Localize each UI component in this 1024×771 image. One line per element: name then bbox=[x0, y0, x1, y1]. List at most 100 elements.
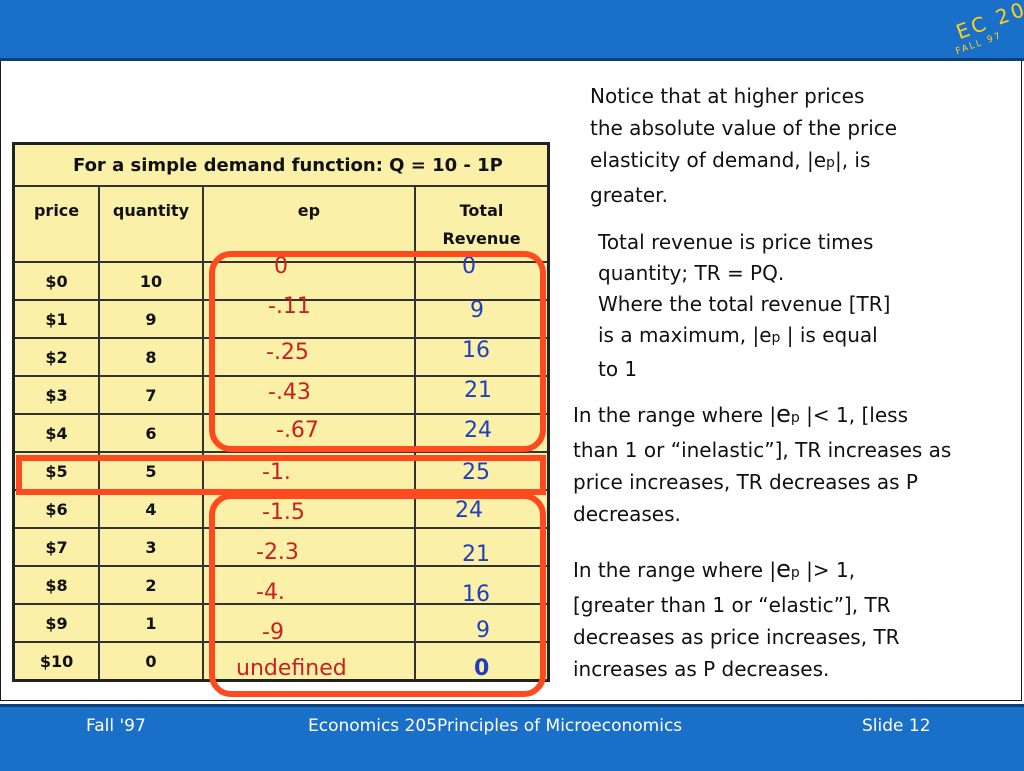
note-inelastic: In the range where |ep |< 1, [less than … bbox=[573, 398, 951, 530]
ep-value: -.25 bbox=[266, 340, 309, 365]
header-revenue-line2: Revenue bbox=[442, 229, 521, 248]
total-revenue-value: 9 bbox=[470, 298, 484, 323]
price-cell: $10 bbox=[12, 641, 101, 682]
ep-value: -1. bbox=[262, 460, 291, 485]
quantity-cell: 0 bbox=[98, 641, 204, 682]
revenue-cell bbox=[414, 641, 550, 682]
header-ep: ep bbox=[201, 185, 417, 263]
total-revenue-value: 21 bbox=[464, 378, 492, 403]
note-text: In the range where bbox=[573, 558, 770, 582]
total-revenue-value: 0 bbox=[474, 656, 490, 681]
abs-bar-icon: | bbox=[806, 558, 813, 582]
price-cell: $0 bbox=[12, 261, 101, 301]
price-cell: $4 bbox=[12, 413, 101, 453]
abs-bar-icon: | bbox=[769, 558, 777, 582]
note-line: decreases as price increases, TR bbox=[573, 625, 900, 649]
ep-cell bbox=[201, 375, 417, 415]
quantity-cell: 7 bbox=[98, 375, 204, 415]
ep-subscript: p bbox=[790, 410, 800, 426]
quantity-cell: 2 bbox=[98, 565, 204, 605]
abs-bar-icon: | bbox=[786, 323, 794, 347]
quantity-cell: 4 bbox=[98, 489, 204, 529]
revenue-cell bbox=[414, 299, 550, 339]
note-text: is a maximum, bbox=[598, 323, 753, 347]
note-total-revenue: Total revenue is price times quantity; T… bbox=[598, 227, 890, 385]
price-cell: $6 bbox=[12, 489, 101, 529]
note-line: greater. bbox=[590, 183, 668, 207]
ep-value: -.43 bbox=[268, 380, 311, 405]
quantity-cell: 9 bbox=[98, 299, 204, 339]
table-row: $7 3 bbox=[12, 527, 550, 567]
header-revenue-line1: Total bbox=[459, 201, 504, 220]
header-price: price bbox=[12, 185, 101, 263]
ep-cell bbox=[201, 527, 417, 567]
note-text: is equal bbox=[793, 323, 878, 347]
note-line: [greater than 1 or “elastic”], TR bbox=[573, 593, 891, 617]
table-header-row: price quantity ep Total Revenue bbox=[12, 185, 550, 263]
price-cell: $1 bbox=[12, 299, 101, 339]
revenue-cell bbox=[414, 603, 550, 643]
table-row: $8 2 bbox=[12, 565, 550, 605]
table-row: $3 7 bbox=[12, 375, 550, 415]
note-line: increases as P decreases. bbox=[573, 657, 830, 681]
price-cell: $7 bbox=[12, 527, 101, 567]
header-quantity: quantity bbox=[98, 185, 204, 263]
footer-course: Economics 205Principles of Microeconomic… bbox=[308, 716, 683, 736]
total-revenue-value: 16 bbox=[462, 582, 490, 607]
revenue-cell bbox=[414, 375, 550, 415]
ep-value: -4. bbox=[256, 580, 285, 605]
inelastic-range-box bbox=[209, 251, 546, 452]
total-revenue-value: 24 bbox=[455, 498, 483, 523]
ep-value: -.11 bbox=[268, 294, 311, 319]
ep-value: -1.5 bbox=[262, 500, 305, 525]
note-text: > 1, bbox=[812, 558, 856, 582]
note-line: quantity; TR = PQ. bbox=[598, 261, 785, 285]
total-revenue-value: 16 bbox=[462, 338, 490, 363]
note-line: In the range where |ep |> 1, bbox=[573, 553, 900, 589]
ep-symbol: e bbox=[813, 148, 827, 172]
ep-cell bbox=[201, 603, 417, 643]
note-line: Total revenue is price times bbox=[598, 230, 874, 254]
table-title: For a simple demand function: Q = 10 - 1… bbox=[12, 142, 550, 187]
ep-symbol: e bbox=[776, 555, 791, 583]
note-line: Notice that at higher prices bbox=[590, 84, 865, 108]
note-line: price increases, TR decreases as P bbox=[573, 470, 918, 494]
ep-cell bbox=[201, 299, 417, 339]
note-line: than 1 or “inelastic”], TR increases as bbox=[573, 438, 952, 462]
ep-cell bbox=[201, 641, 417, 682]
footer-semester: Fall '97 bbox=[86, 716, 146, 736]
quantity-cell: 6 bbox=[98, 413, 204, 453]
note-line: In the range where |ep |< 1, [less bbox=[573, 398, 951, 434]
note-line: is a maximum, |ep | is equal bbox=[598, 320, 890, 354]
ep-value: undefined bbox=[236, 656, 347, 681]
header-total-revenue: Total Revenue bbox=[414, 185, 550, 263]
ep-cell bbox=[201, 565, 417, 605]
total-revenue-value: 21 bbox=[462, 542, 490, 567]
ep-value: -.67 bbox=[276, 418, 319, 443]
note-line: to 1 bbox=[598, 357, 638, 381]
note-text: In the range where bbox=[573, 403, 770, 427]
quantity-cell: 8 bbox=[98, 337, 204, 377]
revenue-cell bbox=[414, 565, 550, 605]
abs-bar-icon: | bbox=[834, 148, 842, 172]
note-text: [less bbox=[861, 403, 908, 427]
abs-bar-icon: | bbox=[806, 403, 813, 427]
revenue-cell bbox=[414, 527, 550, 567]
total-revenue-value: 25 bbox=[462, 460, 490, 485]
price-cell: $2 bbox=[12, 337, 101, 377]
note-line: the absolute value of the price bbox=[590, 116, 898, 140]
table-row: $10 0 bbox=[12, 641, 550, 682]
note-text: < 1, bbox=[812, 403, 862, 427]
total-revenue-value: 0 bbox=[462, 254, 476, 279]
footer-slide-number: Slide 12 bbox=[862, 716, 931, 736]
abs-bar-icon: | bbox=[752, 323, 760, 347]
ep-symbol: e bbox=[776, 400, 791, 428]
total-revenue-value: 24 bbox=[464, 418, 492, 443]
ep-value: -9 bbox=[262, 620, 284, 645]
abs-bar-icon: | bbox=[806, 148, 814, 172]
table-row: $9 1 bbox=[12, 603, 550, 643]
note-text: elasticity of demand, bbox=[590, 148, 807, 172]
header-bar bbox=[0, 0, 1024, 61]
note-line: elasticity of demand, |ep|, is bbox=[590, 144, 897, 179]
note-elastic: In the range where |ep |> 1, [greater th… bbox=[573, 553, 900, 685]
